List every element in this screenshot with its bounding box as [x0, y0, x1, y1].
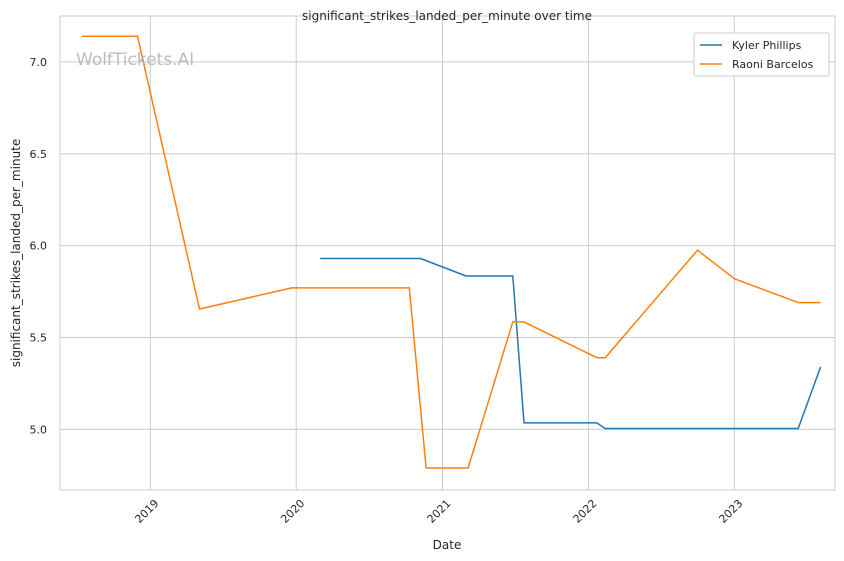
y-tick-label-5-0: 5.0	[30, 423, 48, 436]
y-axis-label: significant_strikes_landed_per_minute	[9, 139, 23, 368]
y-tick-label-5-5: 5.5	[30, 332, 48, 345]
x-tick-label-2019: 2019	[132, 497, 161, 526]
x-axis-label: Date	[433, 538, 462, 552]
legend-label-kyler-phillips: Kyler Phillips	[732, 39, 802, 52]
series-line-raoni-barcelos	[82, 35, 821, 469]
legend-label-raoni-barcelos: Raoni Barcelos	[732, 58, 814, 71]
x-tick-label-2022: 2022	[571, 497, 600, 526]
plot-area	[59, 15, 836, 491]
x-tick-label-2020: 2020	[278, 497, 307, 526]
series-lines	[82, 35, 822, 469]
x-tick-label-2021: 2021	[425, 497, 454, 526]
y-tick-label-6-5: 6.5	[30, 148, 48, 161]
legend: Kyler Phillips Raoni Barcelos	[693, 32, 830, 77]
y-tick-label-6-0: 6.0	[30, 240, 48, 253]
chart-title: significant_strikes_landed_per_minute ov…	[302, 9, 592, 23]
x-tick-label-2023: 2023	[716, 497, 745, 526]
series-line-kyler-phillips	[320, 257, 822, 430]
y-tick-label-7-0: 7.0	[30, 56, 48, 69]
legend-box	[693, 32, 830, 77]
watermark: WolfTickets.AI	[76, 50, 194, 70]
y-axis-ticks: 5.0 5.5 6.0 6.5 7.0	[30, 56, 48, 436]
x-axis-ticks: 2019 2020 2021 2022 2023	[132, 497, 745, 526]
